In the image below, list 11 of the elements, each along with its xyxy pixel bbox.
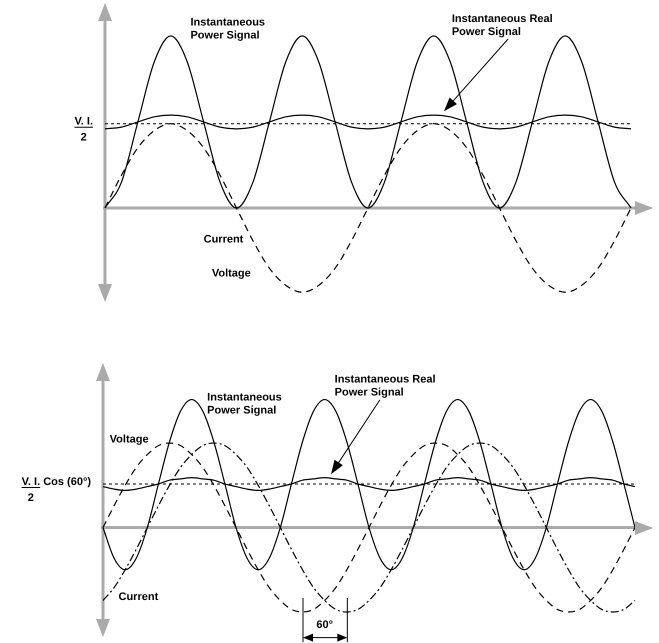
ref-line-label: V. I. Cos (60°) 2 <box>22 476 92 504</box>
annotation: Instantaneous Real Power Signal <box>452 13 553 38</box>
text: Instantaneous Real Power Signal <box>334 373 436 398</box>
series-label: Instantaneous Power Signal <box>190 16 266 42</box>
annotation: Current <box>204 233 244 246</box>
series-label: Voltage <box>110 434 149 446</box>
series-label: Voltage <box>212 268 251 280</box>
text: 60° <box>316 619 333 632</box>
series-label: Current <box>118 591 159 604</box>
ref-line-label: V. I. 2 <box>74 116 94 144</box>
series-label: Instantaneous Power Signal <box>207 391 282 416</box>
